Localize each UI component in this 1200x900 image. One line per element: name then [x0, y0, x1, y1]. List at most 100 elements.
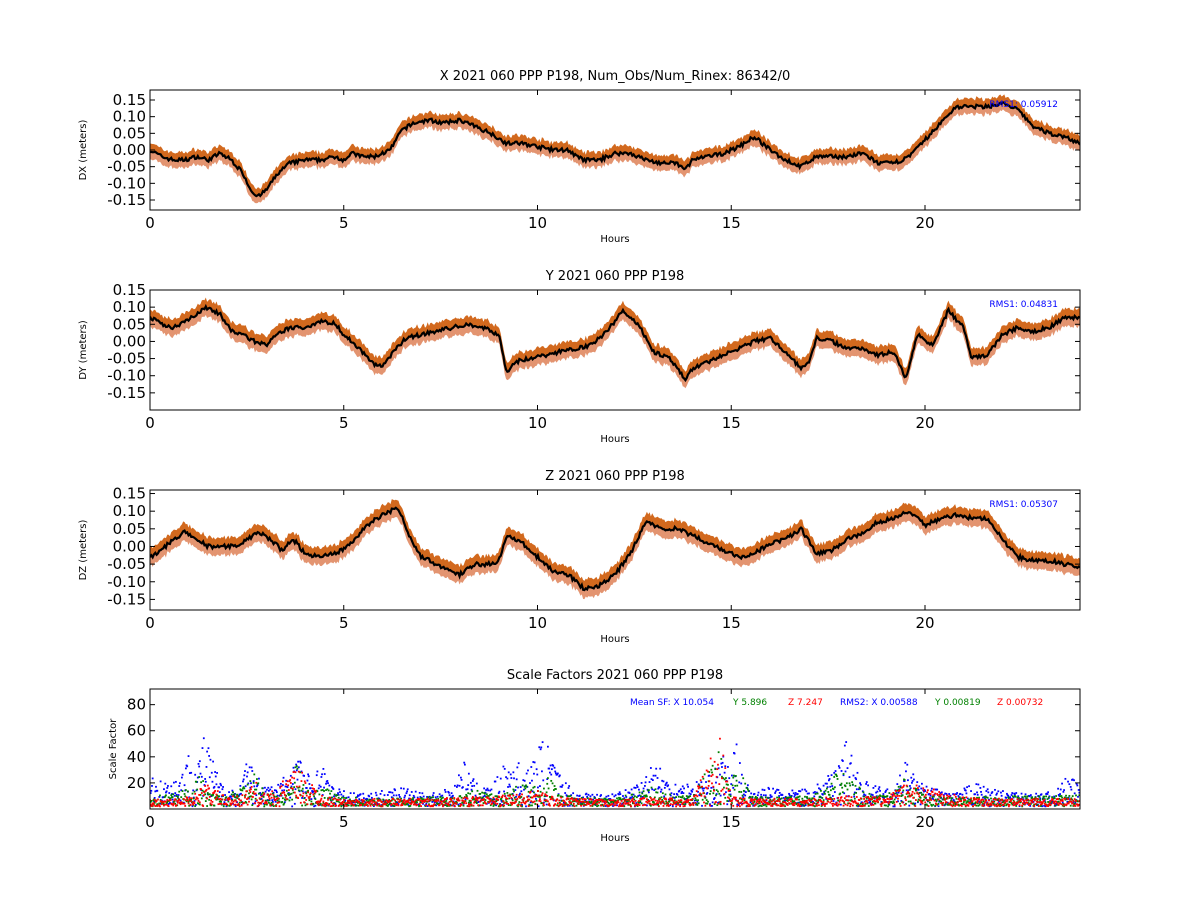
scatter-point — [684, 801, 687, 804]
error-band-lower — [150, 306, 1080, 389]
scatter-point — [873, 800, 876, 803]
scatter-point — [980, 801, 983, 804]
scatter-point — [600, 798, 603, 801]
scatter-point — [715, 775, 718, 778]
scatter-point — [521, 803, 523, 806]
scatter-point — [512, 788, 515, 791]
scatter-point — [622, 802, 625, 805]
scatter-point — [510, 777, 513, 779]
scatter-point — [917, 787, 919, 789]
scatter-point — [882, 793, 885, 795]
scatter-point — [869, 795, 872, 798]
scatter-point — [992, 798, 995, 800]
scatter-point — [399, 798, 402, 801]
scatter-point — [1075, 794, 1077, 797]
scatter-point — [618, 805, 620, 808]
scatter-point — [374, 791, 377, 794]
scatter-point — [701, 785, 703, 788]
scatter-point — [994, 788, 996, 791]
scatter-point — [214, 771, 216, 773]
scatter-point — [1006, 792, 1008, 795]
scatter-point — [776, 800, 779, 802]
scatter-point — [614, 801, 616, 804]
scatter-point — [271, 803, 274, 806]
scatter-point — [645, 776, 648, 778]
scatter-point — [187, 800, 190, 803]
scatter-point — [484, 791, 487, 794]
y-tick-label: -0.15 — [107, 191, 146, 209]
scatter-point — [213, 804, 216, 807]
scatter-point — [712, 785, 715, 788]
scatter-point — [288, 780, 291, 783]
scatter-point — [489, 789, 492, 792]
scatter-point — [418, 798, 420, 800]
scatter-point — [679, 788, 682, 791]
scatter-point — [516, 766, 519, 769]
scatter-point — [475, 782, 478, 785]
scatter-point — [339, 798, 341, 801]
scatter-point — [533, 761, 536, 764]
y-tick-label: -0.15 — [107, 590, 146, 608]
scatter-point — [434, 800, 436, 803]
scatter-point — [865, 783, 867, 785]
scatter-point — [266, 788, 268, 791]
scatter-point — [636, 786, 639, 788]
scatter-point — [206, 797, 209, 800]
scatter-point — [787, 799, 790, 802]
scatter-point — [167, 800, 169, 803]
scatter-point — [471, 780, 474, 782]
scatter-point — [798, 798, 800, 801]
scatter-point — [586, 795, 588, 798]
scatter-point — [491, 802, 494, 805]
scatter-point — [294, 788, 297, 791]
scatter-point — [749, 801, 752, 804]
scatter-point — [851, 781, 854, 784]
scatter-point — [353, 804, 355, 806]
scatter-point — [666, 801, 669, 804]
scatter-point — [1057, 800, 1060, 803]
scatter-point — [742, 789, 745, 792]
scatter-point — [526, 796, 529, 798]
scatter-point — [279, 786, 282, 789]
scatter-point — [835, 802, 838, 804]
scatter-point — [291, 787, 294, 790]
scatter-point — [246, 798, 248, 800]
scatter-point — [794, 801, 796, 804]
scatter-point — [383, 794, 386, 797]
scatter-point — [778, 800, 781, 803]
scatter-point — [535, 799, 538, 802]
scatter-point — [849, 784, 852, 787]
scatter-point — [1052, 802, 1055, 804]
scatter-point — [368, 800, 371, 803]
scatter-point — [171, 798, 174, 801]
scatter-point — [486, 787, 489, 790]
scatter-point — [1017, 801, 1020, 804]
scatter-point — [342, 795, 345, 798]
scatter-point — [199, 772, 202, 775]
scatter-point — [289, 774, 292, 777]
scatter-point — [963, 787, 966, 790]
scatter-point — [537, 790, 539, 792]
scatter-point — [364, 801, 367, 804]
scatter-point — [621, 804, 624, 807]
scatter-point — [652, 774, 655, 777]
scatter-point — [420, 800, 423, 802]
scatter-point — [468, 805, 471, 808]
scatter-point — [1069, 798, 1072, 801]
scatter-point — [910, 802, 913, 805]
scatter-point — [405, 801, 408, 803]
scatter-point — [578, 799, 581, 802]
scatter-point — [767, 786, 770, 789]
scatter-point — [218, 791, 221, 794]
scatter-point — [737, 804, 740, 807]
scatter-point — [459, 805, 462, 808]
scatter-point — [923, 795, 926, 798]
scatter-point — [715, 794, 717, 797]
scatter-point — [906, 763, 909, 766]
scatter-point — [907, 790, 909, 793]
scatter-point — [174, 802, 177, 805]
scatter-point — [357, 802, 359, 804]
scatter-point — [530, 789, 533, 792]
scatter-point — [934, 792, 937, 795]
scatter-point — [307, 789, 309, 792]
